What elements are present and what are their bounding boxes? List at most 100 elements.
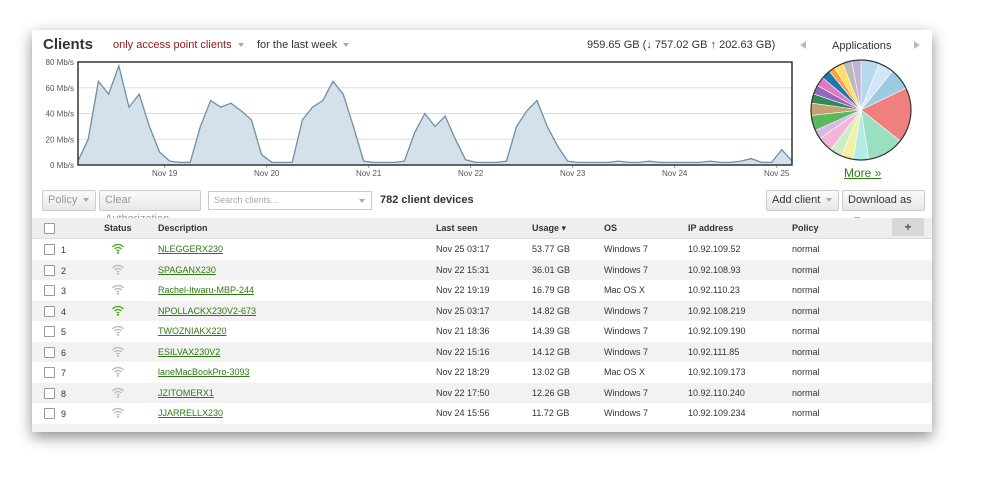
- row-cell: Nov 24 15:56: [436, 408, 490, 418]
- client-link[interactable]: Rachel-Itwaru-MBP-244: [158, 285, 255, 295]
- status-arc: [116, 372, 120, 375]
- row-checkbox[interactable]: [44, 387, 55, 399]
- traffic-chart: 0 Mb/s 20 Mb/s 40 Mb/s 60 Mb/s 80 Mb/s Nov 19…: [46, 41, 920, 178]
- table-row: [32, 403, 932, 423]
- column-header: Last seen: [436, 223, 478, 233]
- status-arc: [114, 287, 122, 291]
- add-client-button[interactable]: Add client: [766, 190, 839, 211]
- row-cell: Nov 25 03:17: [436, 305, 490, 316]
- download-button[interactable]: Download as: [842, 190, 925, 222]
- table-row: [32, 382, 932, 403]
- row-cell: normal: [792, 326, 820, 336]
- policy-button[interactable]: Policy: [42, 190, 96, 211]
- client-link[interactable]: JJARRELLX230: [158, 408, 224, 418]
- row-cell: Windows 7: [604, 244, 649, 254]
- row-checkbox[interactable]: [44, 264, 55, 276]
- row-cell: normal: [792, 305, 820, 316]
- x-tick-label: Nov 21: [356, 169, 382, 178]
- clients-card: Clients only access point clients for th…: [32, 30, 932, 432]
- status-arc: [116, 393, 120, 396]
- time-filter[interactable]: for the last week: [257, 39, 350, 51]
- table-row: [32, 280, 932, 300]
- status-dot: [116, 374, 120, 377]
- row-cell: Windows 7: [604, 326, 649, 336]
- row-cell: 36.01 GB: [532, 264, 571, 275]
- page-title: Clients: [43, 36, 94, 53]
- client-link[interactable]: ESILVAX230V2: [158, 346, 221, 357]
- client-link[interactable]: TWOZNIAKX220: [158, 326, 227, 336]
- search-input[interactable]: Search clients...: [208, 191, 372, 210]
- applications-label: Applications: [832, 40, 892, 52]
- client-link[interactable]: JZITOMERX1: [158, 387, 214, 398]
- header-checkbox[interactable]: [44, 223, 55, 234]
- row-cell: 16.79 GB: [532, 285, 571, 295]
- table-row: [32, 259, 932, 280]
- x-tick-label: Nov 25: [764, 169, 790, 178]
- row-checkbox[interactable]: [44, 244, 55, 255]
- more-link[interactable]: More »: [844, 166, 882, 180]
- row-cell: normal: [792, 264, 820, 275]
- x-tick-label: Nov 24: [662, 169, 688, 178]
- prev-arrow[interactable]: [800, 41, 806, 49]
- status-arc: [114, 390, 122, 394]
- row-number: 3: [61, 286, 67, 296]
- row-number: 9: [61, 409, 67, 419]
- status-arc: [111, 284, 125, 289]
- add-column-button[interactable]: +: [892, 218, 924, 236]
- row-checkbox[interactable]: [44, 305, 55, 317]
- status-dot: [116, 251, 120, 254]
- row-cell: Nov 22 18:29: [436, 367, 490, 377]
- row-checkbox[interactable]: [44, 346, 55, 358]
- client-link[interactable]: SPAGANX230: [158, 264, 216, 275]
- status-arc: [111, 346, 125, 351]
- table-row: [32, 362, 932, 382]
- client-filter[interactable]: only access point clients: [113, 39, 244, 51]
- status-dot: [116, 395, 120, 398]
- status-dot: [116, 292, 120, 295]
- header-row: [32, 218, 932, 239]
- usage-totals: 959.65 GB (↓ 757.02 GB ↑ 202.63 GB): [587, 39, 776, 51]
- caret: [359, 199, 365, 203]
- row-number: 5: [61, 327, 67, 337]
- table-row: [32, 423, 932, 432]
- row-cell: 10.92.109.234: [688, 408, 746, 418]
- status-arc: [111, 305, 125, 310]
- row-number: 2: [61, 265, 67, 276]
- row-checkbox[interactable]: [44, 285, 55, 296]
- row-number: 7: [61, 368, 67, 378]
- column-header: Usage ▾: [532, 223, 567, 233]
- y-tick-label: 40 Mb/s: [46, 110, 74, 119]
- row-cell: 10.92.110.23: [688, 285, 740, 295]
- status-dot: [116, 272, 120, 275]
- traffic-area: [78, 65, 792, 165]
- next-arrow[interactable]: [914, 41, 920, 49]
- client-link[interactable]: NPOLLACKX230V2-673: [158, 305, 257, 316]
- caret: [826, 198, 833, 203]
- row-checkbox[interactable]: [44, 408, 55, 419]
- status-icon: [111, 366, 125, 377]
- row-cell: normal: [792, 346, 820, 357]
- time-filter-text: for the last week: [257, 39, 338, 51]
- status-arc: [114, 410, 122, 414]
- row-cell: 14.82 GB: [532, 305, 571, 316]
- status-arc: [111, 387, 125, 392]
- status-arc: [114, 267, 122, 271]
- row-number: 1: [61, 245, 67, 255]
- row-checkbox[interactable]: [44, 326, 55, 337]
- row-checkbox[interactable]: [44, 367, 55, 378]
- row-cell: Windows 7: [604, 346, 649, 357]
- table-row: [32, 300, 932, 321]
- clear-authorization-button[interactable]: Clear Authorization: [99, 190, 201, 225]
- x-tick-label: Nov 22: [458, 169, 484, 178]
- row-cell: Windows 7: [604, 408, 649, 418]
- status-arc: [116, 249, 120, 252]
- row-number: 6: [61, 347, 67, 358]
- row-cell: 10.92.108.219: [688, 305, 746, 316]
- row-cell: 53.77 GB: [532, 244, 571, 254]
- client-link[interactable]: laneMacBookPro-3093: [158, 367, 250, 377]
- row-cell: Nov 21 18:36: [436, 326, 490, 336]
- status-icon: [111, 243, 125, 254]
- caret: [237, 43, 244, 48]
- client-link[interactable]: NLEGGERX230: [158, 244, 224, 254]
- caret: [83, 198, 90, 203]
